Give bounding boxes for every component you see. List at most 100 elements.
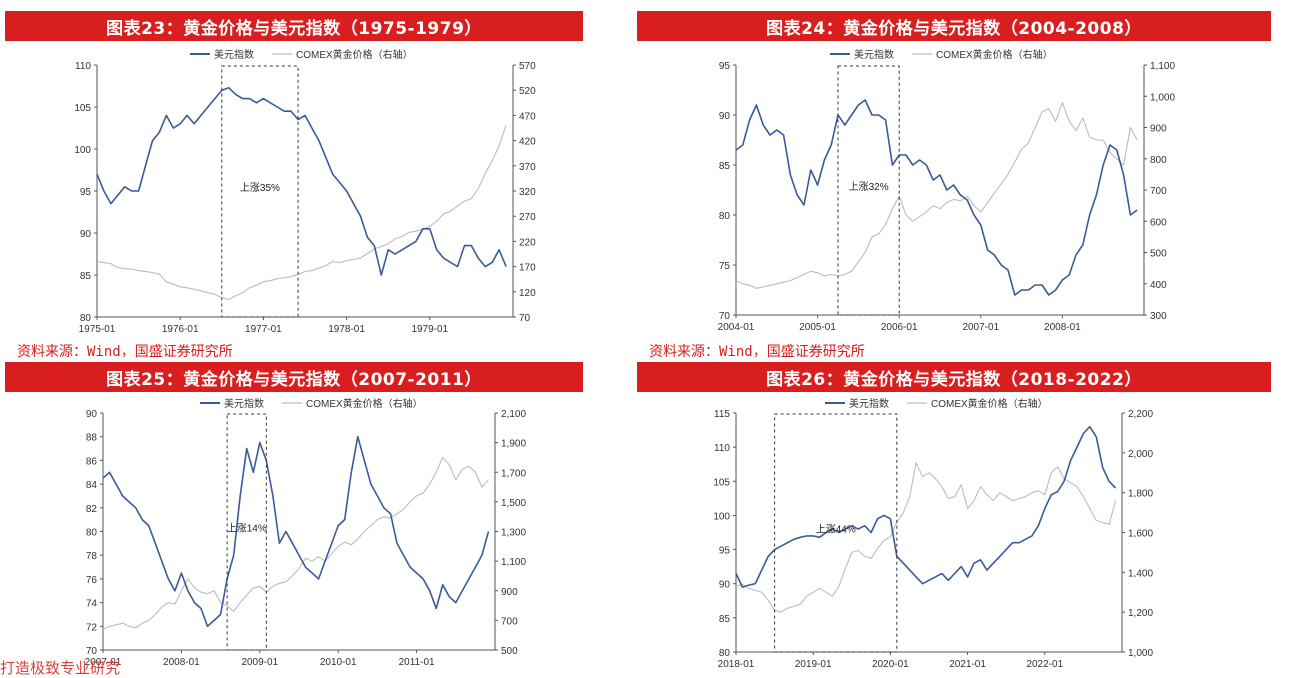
gold-price-line [735,462,1117,613]
chart-4: 80 85 90 95 100 105 110 115 1,000 1,200 1,400 1,600… [713,397,1153,670]
right-tick-label: 1,100 [1150,61,1175,72]
right-tick-label: 1,600 [1128,529,1153,540]
right-tick-label: 1,000 [1128,648,1153,659]
x-tick-label: 2008-01 [163,657,200,668]
chart-title-4: 图表26：黄金价格与美元指数（2018-2022） [637,362,1271,392]
chart-1: 80 85 90 95 100 105 110 70 120 170 220 270 320 370 420… [74,48,536,335]
right-tick-label: 420 [519,137,536,148]
left-tick-label: 90 [80,229,92,240]
right-tick-label: 500 [1150,249,1167,260]
right-tick-label: 1,700 [501,468,526,479]
right-tick-label: 500 [501,646,518,657]
x-tick-label: 1977-01 [245,324,282,335]
x-tick-label: 2004-01 [718,322,755,333]
highlight-label: 上涨35% [240,182,280,194]
highlight-label: 上涨14% [227,523,267,535]
legend-label-gold: COMEX黄金价格（右轴） [306,397,423,410]
x-tick-label: 2021-01 [949,659,986,670]
legend-label-gold: COMEX黄金价格（右轴） [931,397,1048,410]
right-tick-label: 700 [501,616,518,627]
right-tick-label: 1,500 [501,498,526,509]
x-tick-label: 2018-01 [718,659,755,670]
left-tick-label: 90 [719,580,731,591]
right-tick-label: 220 [519,237,536,248]
right-tick-label: 1,800 [1128,489,1153,500]
right-tick-label: 270 [519,212,536,223]
left-tick-label: 85 [80,271,92,282]
left-tick-label: 100 [713,511,730,522]
usd-index-line [96,86,507,276]
left-tick-label: 115 [714,409,730,420]
right-tick-label: 800 [1150,155,1167,166]
x-tick-label: 2011-01 [399,657,435,668]
left-tick-label: 105 [74,103,91,114]
right-tick-label: 900 [1150,124,1167,135]
right-tick-label: 370 [519,162,536,173]
legend-label-usd: 美元指数 [224,397,264,410]
right-tick-label: 70 [519,313,531,324]
footer-slogan: 打造极致专业研究 [0,659,121,677]
highlight-box [226,413,267,651]
x-tick-label: 1978-01 [328,324,365,335]
highlight-label: 上涨32% [849,181,889,193]
left-tick-label: 85 [719,614,731,625]
right-tick-label: 600 [1150,217,1167,228]
source-note-2: 资料来源：Wind，国盛证券研究所 [649,344,865,360]
x-tick-label: 2008-01 [1044,322,1081,333]
highlight-box [774,413,898,653]
left-tick-label: 95 [80,187,92,198]
left-tick-label: 72 [86,622,98,633]
legend-label-gold: COMEX黄金价格（右轴） [296,48,413,61]
x-tick-label: 2010-01 [320,657,357,668]
left-tick-label: 105 [713,477,730,488]
right-tick-label: 700 [1150,186,1167,197]
usd-index-line [735,99,1138,296]
left-tick-label: 78 [86,551,98,562]
right-tick-label: 570 [519,61,536,72]
right-tick-label: 170 [519,263,536,274]
legend-label-usd: 美元指数 [854,48,894,61]
left-tick-label: 110 [75,61,91,72]
right-tick-label: 1,900 [501,439,526,450]
right-tick-label: 1,100 [501,557,526,568]
highlight-label: 上涨44% [816,524,856,536]
right-tick-label: 2,200 [1128,409,1153,420]
left-tick-label: 95 [719,61,731,72]
right-tick-label: 1,200 [1128,608,1153,619]
chart-2: 70 75 80 85 90 95 300 400 500 600 700 800 900 1,000 1,… [718,48,1176,333]
left-tick-label: 95 [719,546,731,557]
highlight-box [837,65,900,316]
left-tick-label: 85 [719,161,731,172]
right-tick-label: 2,000 [1128,449,1153,460]
x-tick-label: 2005-01 [799,322,836,333]
gold-price-line [102,456,489,630]
highlight-box [221,65,299,318]
legend-label-usd: 美元指数 [849,397,889,410]
right-tick-label: 520 [519,86,536,97]
x-tick-label: 2022-01 [1026,659,1063,670]
right-tick-label: 1,000 [1150,92,1175,103]
usd-index-line [735,425,1117,588]
chart-title-3: 图表25：黄金价格与美元指数（2007-2011） [5,362,583,392]
right-tick-label: 120 [519,288,536,299]
left-tick-label: 86 [86,456,98,467]
left-tick-label: 80 [80,313,92,324]
right-tick-label: 2,100 [501,409,526,420]
right-tick-label: 1,400 [1128,568,1153,579]
left-tick-label: 90 [86,409,98,420]
left-tick-label: 88 [86,433,98,444]
left-tick-label: 76 [86,575,98,586]
left-tick-label: 82 [86,504,98,515]
x-tick-label: 2009-01 [241,657,278,668]
x-tick-label: 1975-01 [79,324,116,335]
left-tick-label: 100 [74,145,91,156]
x-tick-label: 2019-01 [795,659,832,670]
left-tick-label: 74 [86,599,98,610]
x-tick-label: 2007-01 [962,322,999,333]
legend-label-usd: 美元指数 [214,48,254,61]
left-tick-label: 80 [719,648,731,659]
right-tick-label: 1,300 [501,528,526,539]
left-tick-label: 80 [86,528,98,539]
right-tick-label: 900 [501,587,518,598]
left-tick-label: 90 [719,111,731,122]
